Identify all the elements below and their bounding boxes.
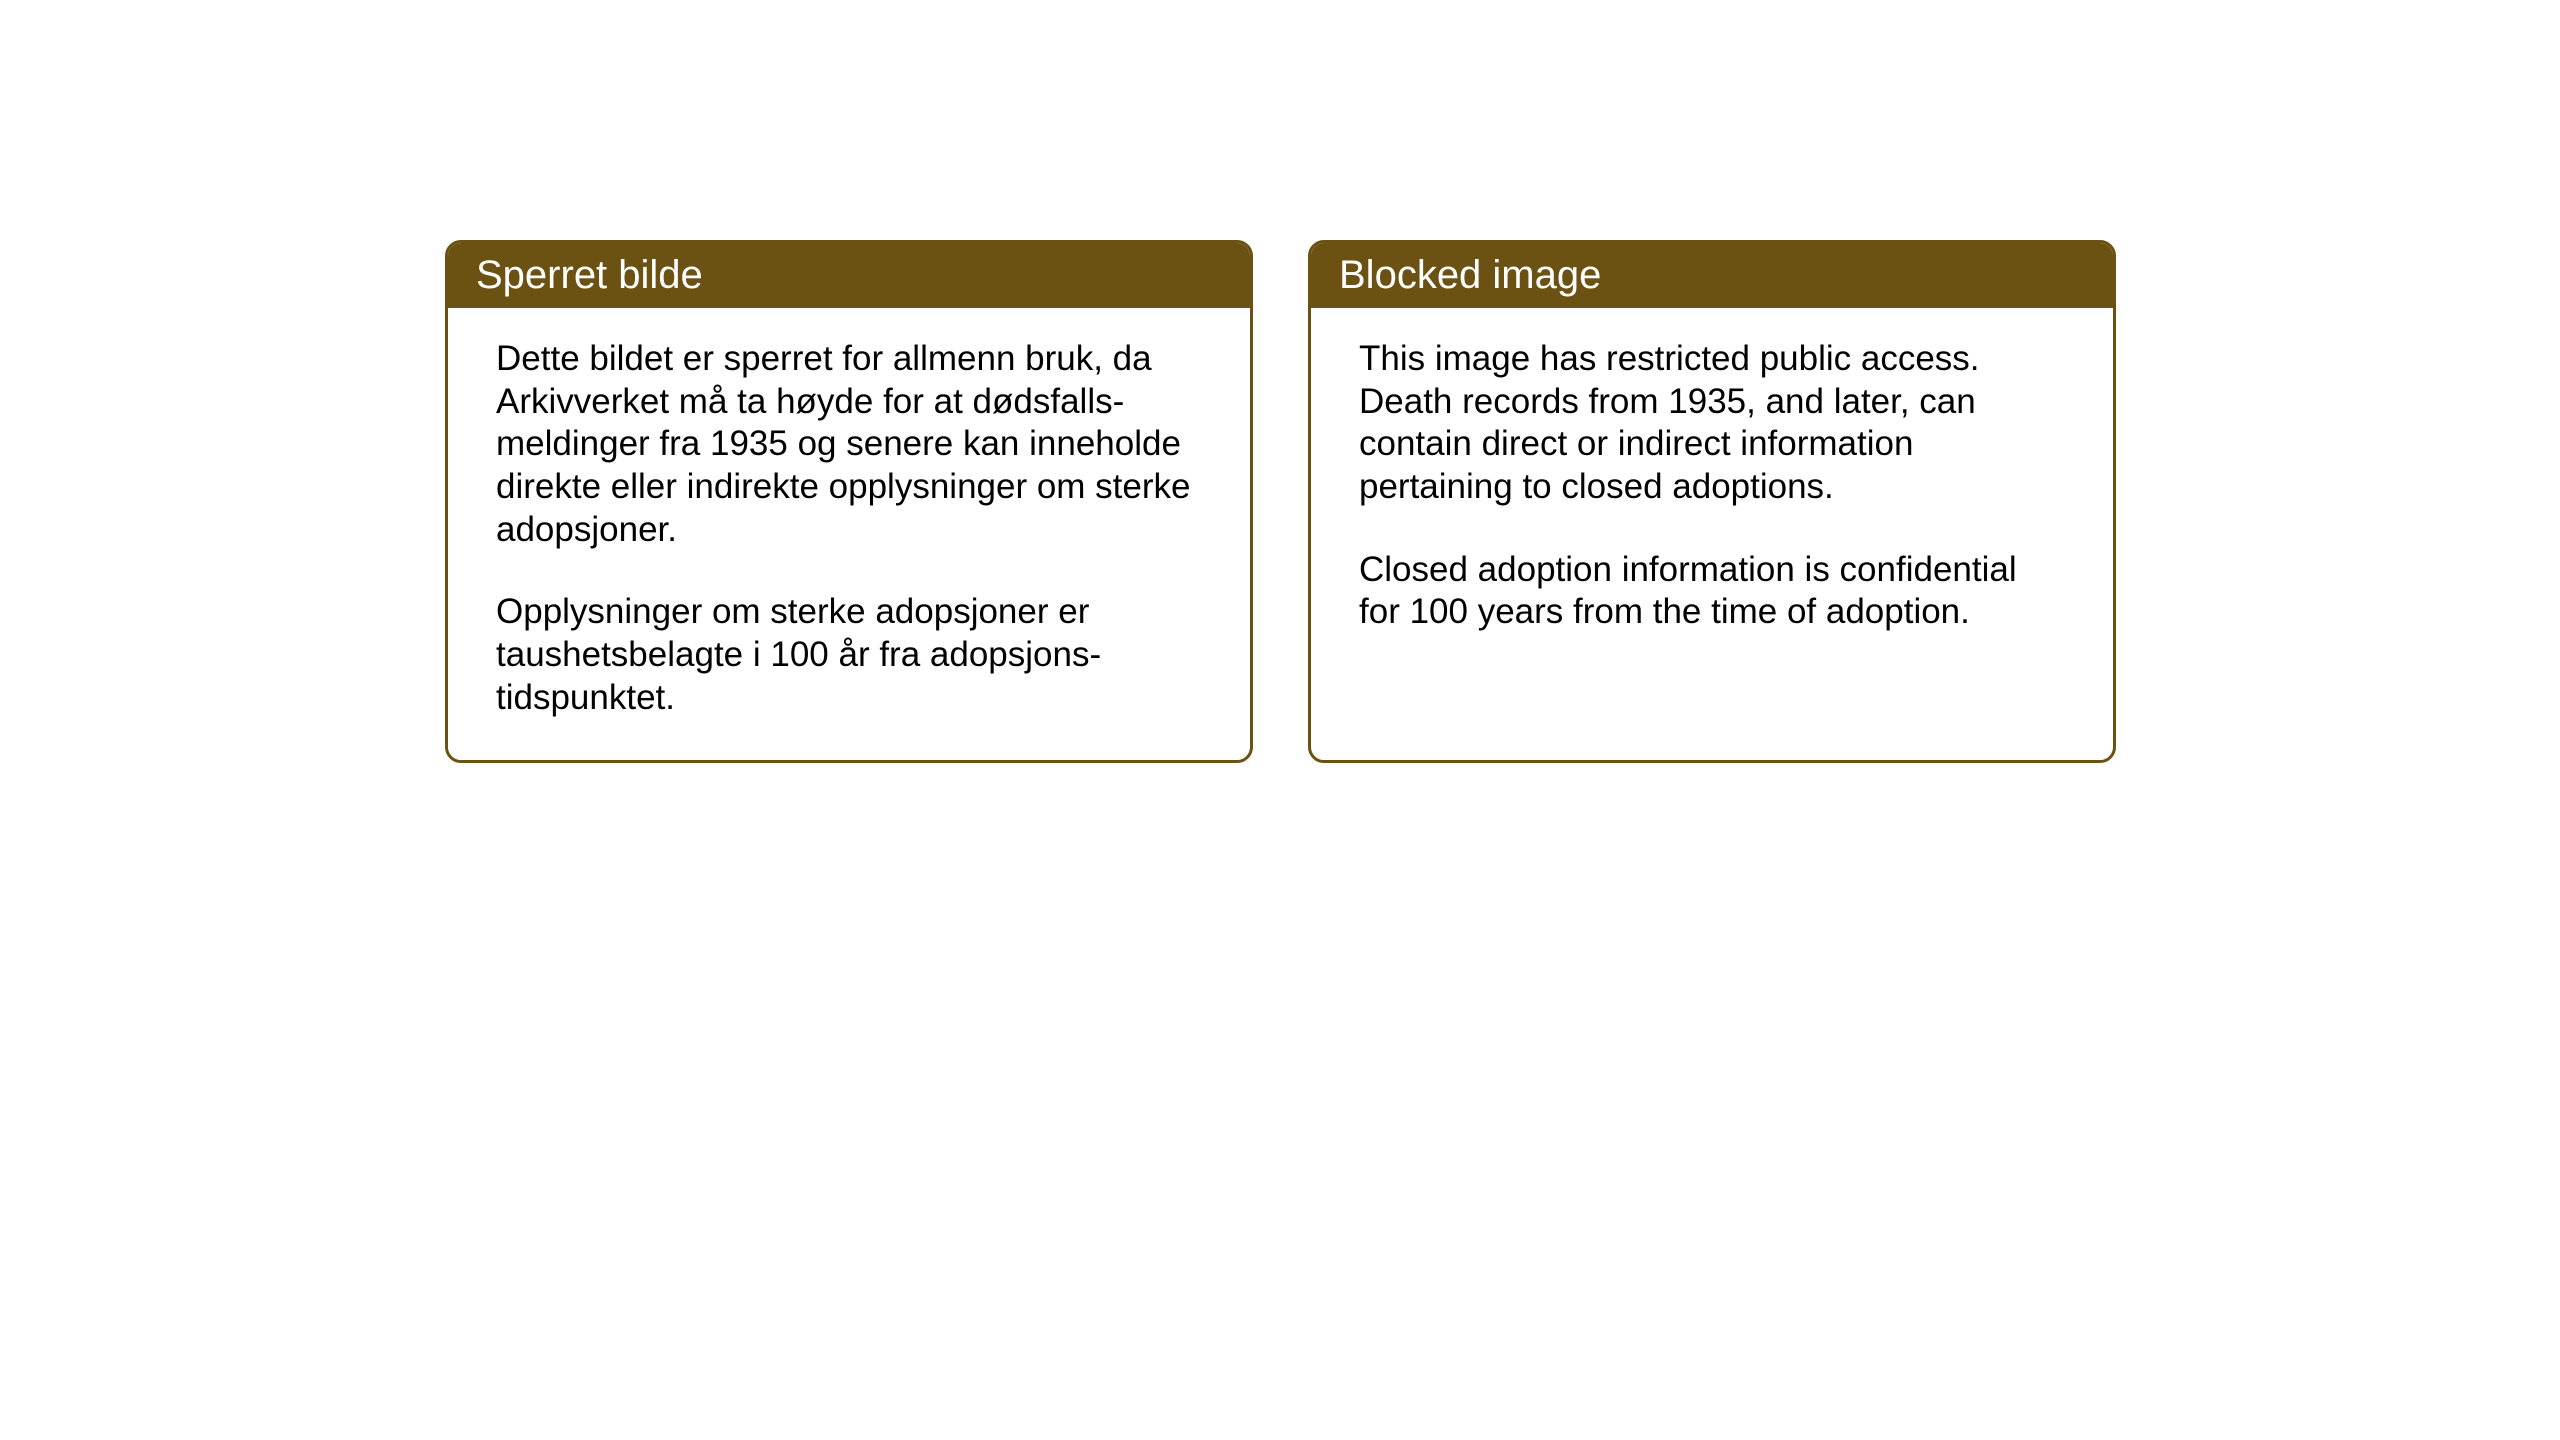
notice-paragraph-1-norwegian: Dette bildet er sperret for allmenn bruk… bbox=[496, 338, 1202, 551]
notice-title-english: Blocked image bbox=[1339, 253, 1601, 297]
notice-box-norwegian: Sperret bilde Dette bildet er sperret fo… bbox=[445, 240, 1253, 763]
notice-box-english: Blocked image This image has restricted … bbox=[1308, 240, 2116, 763]
notice-body-norwegian: Dette bildet er sperret for allmenn bruk… bbox=[448, 308, 1250, 760]
notice-header-english: Blocked image bbox=[1311, 243, 2113, 308]
notice-container: Sperret bilde Dette bildet er sperret fo… bbox=[445, 240, 2116, 763]
notice-header-norwegian: Sperret bilde bbox=[448, 243, 1250, 308]
notice-paragraph-1-english: This image has restricted public access.… bbox=[1359, 338, 2065, 509]
notice-paragraph-2-norwegian: Opplysninger om sterke adopsjoner er tau… bbox=[496, 591, 1202, 719]
notice-paragraph-2-english: Closed adoption information is confident… bbox=[1359, 549, 2065, 634]
notice-title-norwegian: Sperret bilde bbox=[476, 253, 703, 297]
notice-body-english: This image has restricted public access.… bbox=[1311, 308, 2113, 748]
